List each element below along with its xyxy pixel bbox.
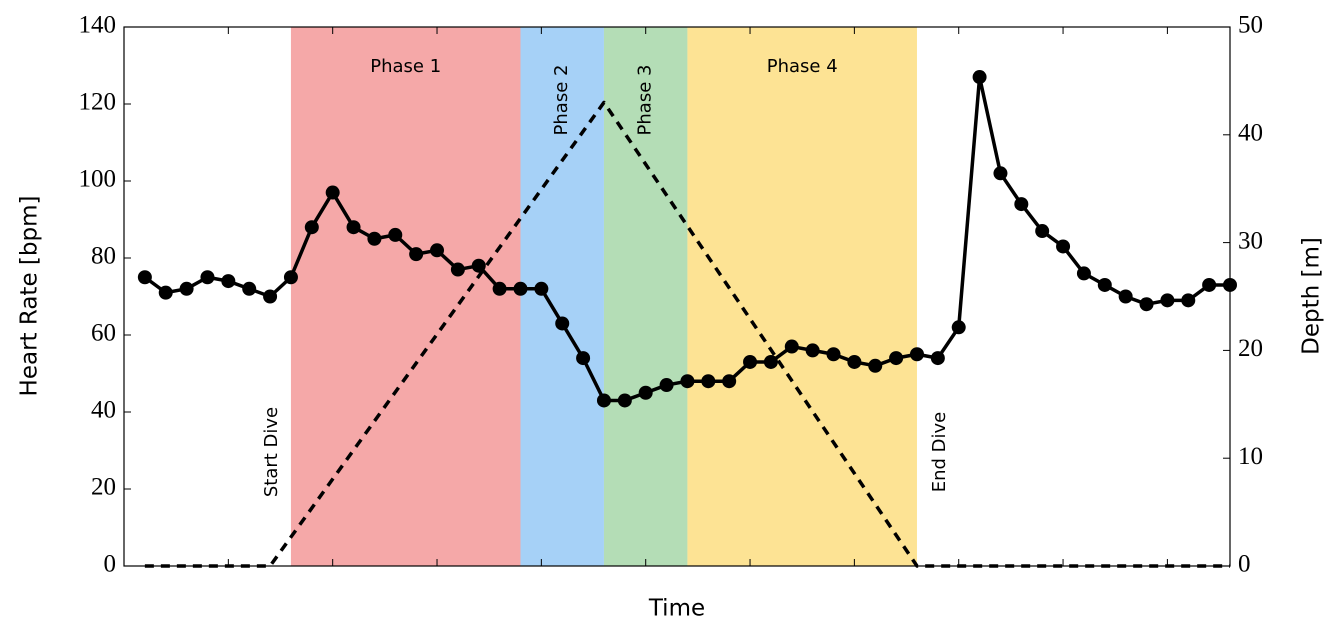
data-point xyxy=(868,358,883,373)
data-point xyxy=(409,247,424,262)
data-point xyxy=(137,270,152,285)
data-point xyxy=(200,270,215,285)
data-point xyxy=(283,270,298,285)
data-point xyxy=(1139,297,1154,312)
y2-tick-label: 50 xyxy=(1238,12,1263,39)
data-point xyxy=(471,258,486,273)
data-point xyxy=(346,220,361,235)
data-point xyxy=(1202,277,1217,292)
data-point xyxy=(158,285,173,300)
data-point xyxy=(221,274,236,289)
data-point xyxy=(909,347,924,362)
data-point xyxy=(701,374,716,389)
data-point xyxy=(1097,277,1112,292)
data-point xyxy=(450,262,465,277)
data-point xyxy=(179,281,194,296)
y-axis-label: Heart Rate [bpm] xyxy=(17,196,43,397)
y-tick-label: 20 xyxy=(91,474,116,501)
data-point xyxy=(972,70,987,85)
annotation: Start Dive xyxy=(261,407,282,497)
y2-tick-label: 10 xyxy=(1238,443,1263,470)
data-point xyxy=(1160,293,1175,308)
data-point xyxy=(388,227,403,242)
x-axis-label: Time xyxy=(648,596,705,622)
data-point xyxy=(304,220,319,235)
data-point xyxy=(617,393,632,408)
data-point xyxy=(1181,293,1196,308)
phase-label: Phase 4 xyxy=(767,56,838,77)
data-point xyxy=(1223,277,1237,292)
data-point xyxy=(993,166,1008,181)
data-point xyxy=(242,281,257,296)
data-point xyxy=(638,385,653,400)
y2-tick-label: 20 xyxy=(1238,335,1263,362)
plot-frame xyxy=(123,26,1231,567)
phase-region xyxy=(687,27,917,566)
data-point xyxy=(805,343,820,358)
data-point xyxy=(951,320,966,335)
y-tick-label: 60 xyxy=(91,320,116,347)
phase-region xyxy=(603,27,688,566)
data-point xyxy=(430,243,445,258)
data-point xyxy=(680,374,695,389)
data-point xyxy=(367,231,382,246)
data-point xyxy=(576,351,591,366)
y-tick-label: 40 xyxy=(91,397,116,424)
data-point xyxy=(1118,289,1133,304)
data-point xyxy=(513,281,528,296)
y-tick-label: 120 xyxy=(79,89,117,116)
y2-tick-label: 40 xyxy=(1238,120,1263,147)
data-point xyxy=(930,351,945,366)
phase-label: Phase 2 xyxy=(551,65,572,136)
y2-tick-label: 30 xyxy=(1238,227,1263,254)
data-point xyxy=(889,351,904,366)
phase-region xyxy=(520,27,604,566)
data-point xyxy=(826,347,841,362)
data-point xyxy=(763,354,778,369)
data-point xyxy=(847,354,862,369)
annotation: End Dive xyxy=(929,412,950,493)
data-point xyxy=(722,374,737,389)
phase-region xyxy=(290,27,521,566)
data-point xyxy=(325,185,340,200)
data-point xyxy=(1076,266,1091,281)
data-point xyxy=(596,393,611,408)
data-point xyxy=(492,281,507,296)
y-tick-label: 0 xyxy=(104,551,117,578)
data-point xyxy=(1056,239,1071,254)
data-point xyxy=(263,289,278,304)
data-point xyxy=(1035,224,1050,239)
data-point xyxy=(743,354,758,369)
data-point xyxy=(1014,197,1029,212)
data-point xyxy=(534,281,549,296)
data-point xyxy=(555,316,570,331)
y2-tick-label: 0 xyxy=(1238,551,1251,578)
data-point xyxy=(784,339,799,354)
y-tick-label: 80 xyxy=(91,243,116,270)
y2-axis-label: Depth [m] xyxy=(1299,237,1325,355)
depth-line xyxy=(144,100,1230,568)
y-tick-label: 100 xyxy=(79,166,117,193)
y-tick-label: 140 xyxy=(79,12,117,39)
data-point xyxy=(659,378,674,393)
phase-label: Phase 1 xyxy=(370,56,441,77)
phase-label: Phase 3 xyxy=(635,65,656,136)
